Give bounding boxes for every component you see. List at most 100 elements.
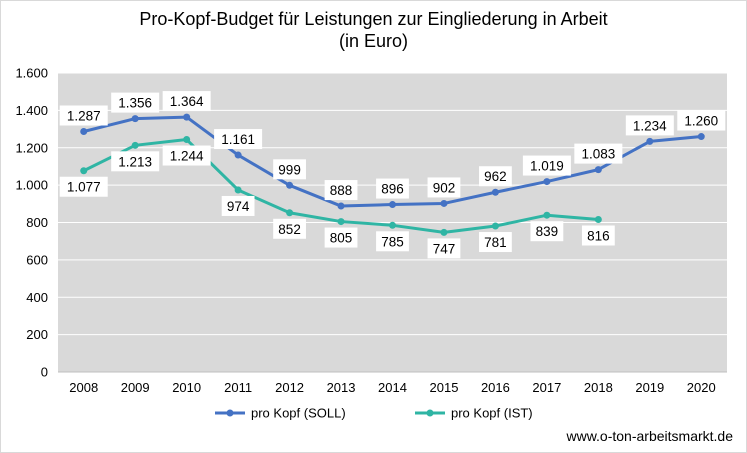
data-label-box [162,91,211,112]
data-label-box [574,143,623,164]
data-point [337,218,345,226]
y-tick-label: 200 [26,327,48,342]
data-label: 888 [330,183,353,198]
source-label: www.o-ton-arbeitsmarkt.de [566,428,733,444]
data-label-box [427,177,461,198]
data-point [234,186,242,194]
data-label: 1.077 [67,180,101,195]
x-tick-label: 2016 [481,380,510,395]
data-point [80,167,88,175]
legend-label: pro Kopf (IST) [451,406,533,421]
data-label: 747 [433,241,456,256]
x-tick-label: 2020 [687,380,716,395]
data-label-box [111,92,160,113]
data-label-box [324,180,358,201]
data-label-box [273,159,306,180]
y-tick-label: 800 [26,215,48,230]
data-label: 1.234 [633,118,667,133]
data-label-box [625,115,674,136]
x-tick-label: 2012 [275,380,304,395]
data-label: 1.019 [530,159,564,174]
y-tick-label: 400 [26,290,48,305]
data-label: 962 [484,169,507,184]
data-point [543,178,551,186]
data-label: 902 [433,180,456,195]
data-point [80,127,88,135]
x-tick-label: 2009 [121,380,150,395]
data-label: 1.244 [170,149,204,164]
x-tick-label: 2010 [172,380,201,395]
data-label: 785 [381,234,404,249]
data-point [183,113,191,121]
data-point [491,222,499,230]
y-tick-label: 1.200 [15,140,48,155]
data-label: 974 [227,199,250,214]
data-label-box [376,178,409,199]
data-label: 1.083 [581,147,615,162]
x-tick-label: 2019 [635,380,664,395]
data-label-box [324,227,358,248]
data-label-box [273,218,306,239]
y-tick-label: 1.400 [15,103,48,118]
data-label: 1.287 [67,108,101,123]
data-point [389,221,396,229]
y-tick-label: 1.000 [15,178,48,193]
data-point [594,216,602,224]
x-tick-label: 2018 [584,380,613,395]
data-label: 896 [381,182,404,197]
data-label: 1.260 [684,114,718,129]
data-point [131,141,139,149]
data-point [646,137,654,145]
data-label: 1.161 [221,132,255,147]
legend-label: pro Kopf (SOLL) [251,406,346,421]
data-point [543,211,551,219]
data-label-box [479,166,512,187]
data-label: 781 [484,235,507,250]
data-point [234,151,242,159]
data-point [131,115,139,123]
data-label-box [522,155,571,176]
data-label: 1.356 [118,96,152,111]
data-label: 1.213 [118,154,152,169]
y-tick-label: 0 [41,365,48,380]
data-point [183,136,191,144]
data-label: 816 [587,229,610,244]
x-tick-label: 2013 [327,380,356,395]
data-point [440,228,448,236]
data-label: 839 [536,224,559,239]
x-tick-label: 2014 [378,380,407,395]
data-label-box [427,238,461,259]
data-label-box [221,195,255,216]
data-label-box [162,145,211,166]
data-label-box [376,231,409,252]
data-label: 852 [278,222,301,237]
data-point [491,188,499,196]
data-label-box [214,129,263,150]
chart-title-line2: (in Euro) [338,31,409,51]
x-tick-label: 2008 [69,380,98,395]
y-tick-label: 1.600 [15,66,48,81]
chart-title: Pro-Kopf-Budget für Leistungen zur Eingl… [0,8,747,52]
data-label-box [581,225,615,246]
data-point [337,202,345,210]
x-tick-label: 2017 [532,380,561,395]
y-tick-label: 600 [26,252,48,267]
data-label: 999 [278,162,301,177]
data-point [594,166,602,174]
x-tick-label: 2015 [430,380,459,395]
data-label: 1.364 [170,94,204,109]
x-tick-label: 2011 [224,380,252,395]
data-point [389,201,396,209]
data-point [697,133,705,141]
data-point [286,209,294,217]
data-point [440,199,448,207]
legend-marker [426,409,434,417]
data-label-box [111,151,160,172]
data-label-box [59,176,108,197]
data-label: 805 [330,231,353,246]
data-label-box [59,105,108,126]
data-label-box [677,110,726,131]
data-label-box [530,221,564,242]
legend-marker [226,409,234,417]
